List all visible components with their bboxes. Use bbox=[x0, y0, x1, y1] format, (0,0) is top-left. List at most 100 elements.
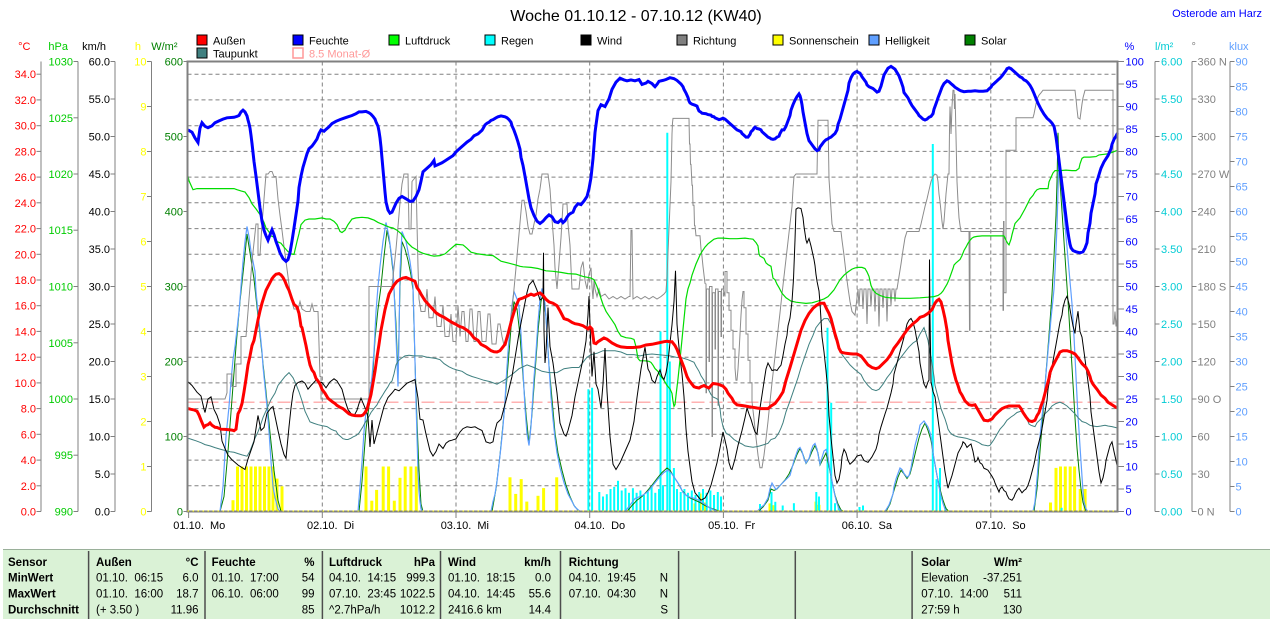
svg-text:h: h bbox=[135, 41, 141, 53]
svg-text:5: 5 bbox=[1126, 484, 1132, 496]
svg-text:07.10. So: 07.10. So bbox=[976, 520, 1026, 532]
svg-text:^2.7hPa/h: ^2.7hPa/h bbox=[329, 605, 380, 617]
svg-text:Solar: Solar bbox=[981, 36, 1007, 48]
svg-text:Durchschnitt: Durchschnitt bbox=[8, 605, 79, 617]
svg-text:04.10. 14:45: 04.10. 14:45 bbox=[448, 589, 515, 601]
svg-text:1000: 1000 bbox=[49, 394, 73, 406]
svg-text:Richtung: Richtung bbox=[693, 36, 736, 48]
svg-text:MaxWert: MaxWert bbox=[8, 589, 56, 601]
svg-text:360 N: 360 N bbox=[1198, 57, 1227, 69]
svg-text:1025: 1025 bbox=[49, 113, 73, 125]
svg-text:6.00: 6.00 bbox=[1161, 57, 1182, 69]
svg-text:0: 0 bbox=[1236, 507, 1242, 519]
svg-text:0 N: 0 N bbox=[1198, 507, 1215, 519]
svg-text:6.0: 6.0 bbox=[21, 429, 36, 441]
svg-text:15.0: 15.0 bbox=[89, 394, 110, 406]
svg-text:1012.2: 1012.2 bbox=[400, 605, 435, 617]
svg-text:85: 85 bbox=[1236, 82, 1248, 94]
svg-text:30: 30 bbox=[1236, 357, 1248, 369]
svg-text:2.00: 2.00 bbox=[1161, 357, 1182, 369]
svg-text:45: 45 bbox=[1236, 282, 1248, 294]
svg-text:5.0: 5.0 bbox=[95, 469, 110, 481]
svg-text:06.10. Sa: 06.10. Sa bbox=[842, 520, 893, 532]
svg-text:55: 55 bbox=[1236, 232, 1248, 244]
svg-text:4.0: 4.0 bbox=[21, 455, 36, 467]
svg-text:10: 10 bbox=[1126, 462, 1138, 474]
svg-text:03.10. Mi: 03.10. Mi bbox=[441, 520, 489, 532]
svg-text:99: 99 bbox=[302, 589, 315, 601]
svg-text:1022.5: 1022.5 bbox=[400, 589, 435, 601]
svg-text:5.50: 5.50 bbox=[1161, 94, 1182, 106]
svg-text:14.0: 14.0 bbox=[15, 326, 36, 338]
svg-text:30.0: 30.0 bbox=[15, 121, 36, 133]
svg-text:0: 0 bbox=[140, 507, 146, 519]
svg-text:Regen: Regen bbox=[501, 36, 533, 48]
svg-text:km/h: km/h bbox=[82, 41, 106, 53]
svg-text:30: 30 bbox=[1126, 372, 1138, 384]
svg-text:500: 500 bbox=[165, 132, 183, 144]
svg-text:Außen: Außen bbox=[96, 557, 132, 569]
svg-text:15: 15 bbox=[1126, 439, 1138, 451]
svg-text:240: 240 bbox=[1198, 207, 1216, 219]
svg-text:60.0: 60.0 bbox=[89, 57, 110, 69]
svg-text:1030: 1030 bbox=[49, 57, 73, 69]
svg-text:45.0: 45.0 bbox=[89, 169, 110, 181]
svg-text:8.0: 8.0 bbox=[21, 404, 36, 416]
svg-text:0.0: 0.0 bbox=[21, 507, 36, 519]
svg-text:35.0: 35.0 bbox=[89, 244, 110, 256]
svg-text:l/m²: l/m² bbox=[1155, 41, 1174, 53]
svg-text:5: 5 bbox=[140, 282, 146, 294]
svg-text:Luftdruck: Luftdruck bbox=[329, 557, 383, 569]
svg-text:0: 0 bbox=[1126, 507, 1132, 519]
svg-text:20.0: 20.0 bbox=[15, 249, 36, 261]
svg-text:70: 70 bbox=[1236, 157, 1248, 169]
svg-text:25: 25 bbox=[1126, 394, 1138, 406]
svg-text:65: 65 bbox=[1236, 182, 1248, 194]
svg-text:55.6: 55.6 bbox=[529, 589, 551, 601]
svg-text:0.50: 0.50 bbox=[1161, 469, 1182, 481]
svg-text:14.4: 14.4 bbox=[529, 605, 552, 617]
svg-text:06.10. 06:00: 06.10. 06:00 bbox=[212, 589, 279, 601]
svg-text:05.10. Fr: 05.10. Fr bbox=[708, 520, 755, 532]
svg-text:1: 1 bbox=[140, 462, 146, 474]
svg-text:60: 60 bbox=[1126, 237, 1138, 249]
svg-text:-37.251: -37.251 bbox=[983, 573, 1022, 585]
svg-text:18.0: 18.0 bbox=[15, 275, 36, 287]
svg-text:Helligkeit: Helligkeit bbox=[885, 36, 930, 48]
svg-text:10.0: 10.0 bbox=[15, 378, 36, 390]
svg-text:90 O: 90 O bbox=[1198, 394, 1222, 406]
svg-text:(+ 3.50 ): (+ 3.50 ) bbox=[96, 605, 139, 617]
svg-text:45: 45 bbox=[1126, 304, 1138, 316]
svg-text:75: 75 bbox=[1236, 132, 1248, 144]
svg-text:Luftdruck: Luftdruck bbox=[405, 36, 451, 48]
svg-text:01.10. Mo: 01.10. Mo bbox=[173, 520, 225, 532]
svg-text:Wind: Wind bbox=[448, 557, 476, 569]
svg-text:50: 50 bbox=[1236, 257, 1248, 269]
svg-text:35: 35 bbox=[1236, 332, 1248, 344]
svg-text:1.50: 1.50 bbox=[1161, 394, 1182, 406]
svg-text:3.00: 3.00 bbox=[1161, 282, 1182, 294]
svg-text:60: 60 bbox=[1236, 207, 1248, 219]
svg-text:°: ° bbox=[1192, 41, 1196, 53]
svg-text:300: 300 bbox=[165, 282, 183, 294]
svg-text:16.0: 16.0 bbox=[15, 301, 36, 313]
svg-text:100: 100 bbox=[1126, 57, 1144, 69]
svg-text:4.50: 4.50 bbox=[1161, 169, 1182, 181]
svg-text:02.10. Di: 02.10. Di bbox=[307, 520, 354, 532]
svg-text:1.00: 1.00 bbox=[1161, 432, 1182, 444]
svg-text:07.10. 14:00: 07.10. 14:00 bbox=[921, 589, 988, 601]
svg-text:Wind: Wind bbox=[597, 36, 622, 48]
svg-text:25: 25 bbox=[1236, 382, 1248, 394]
svg-text:MinWert: MinWert bbox=[8, 573, 53, 585]
svg-text:70: 70 bbox=[1126, 192, 1138, 204]
svg-text:4: 4 bbox=[140, 327, 146, 339]
svg-text:km/h: km/h bbox=[524, 557, 551, 569]
svg-text:0: 0 bbox=[177, 507, 183, 519]
svg-text:180 S: 180 S bbox=[1198, 282, 1227, 294]
svg-text:10: 10 bbox=[134, 57, 146, 69]
svg-text:04.10. Do: 04.10. Do bbox=[574, 520, 625, 532]
svg-text:11.96: 11.96 bbox=[171, 605, 199, 617]
svg-text:20: 20 bbox=[1126, 417, 1138, 429]
svg-text:7: 7 bbox=[140, 192, 146, 204]
svg-text:600: 600 bbox=[165, 57, 183, 69]
